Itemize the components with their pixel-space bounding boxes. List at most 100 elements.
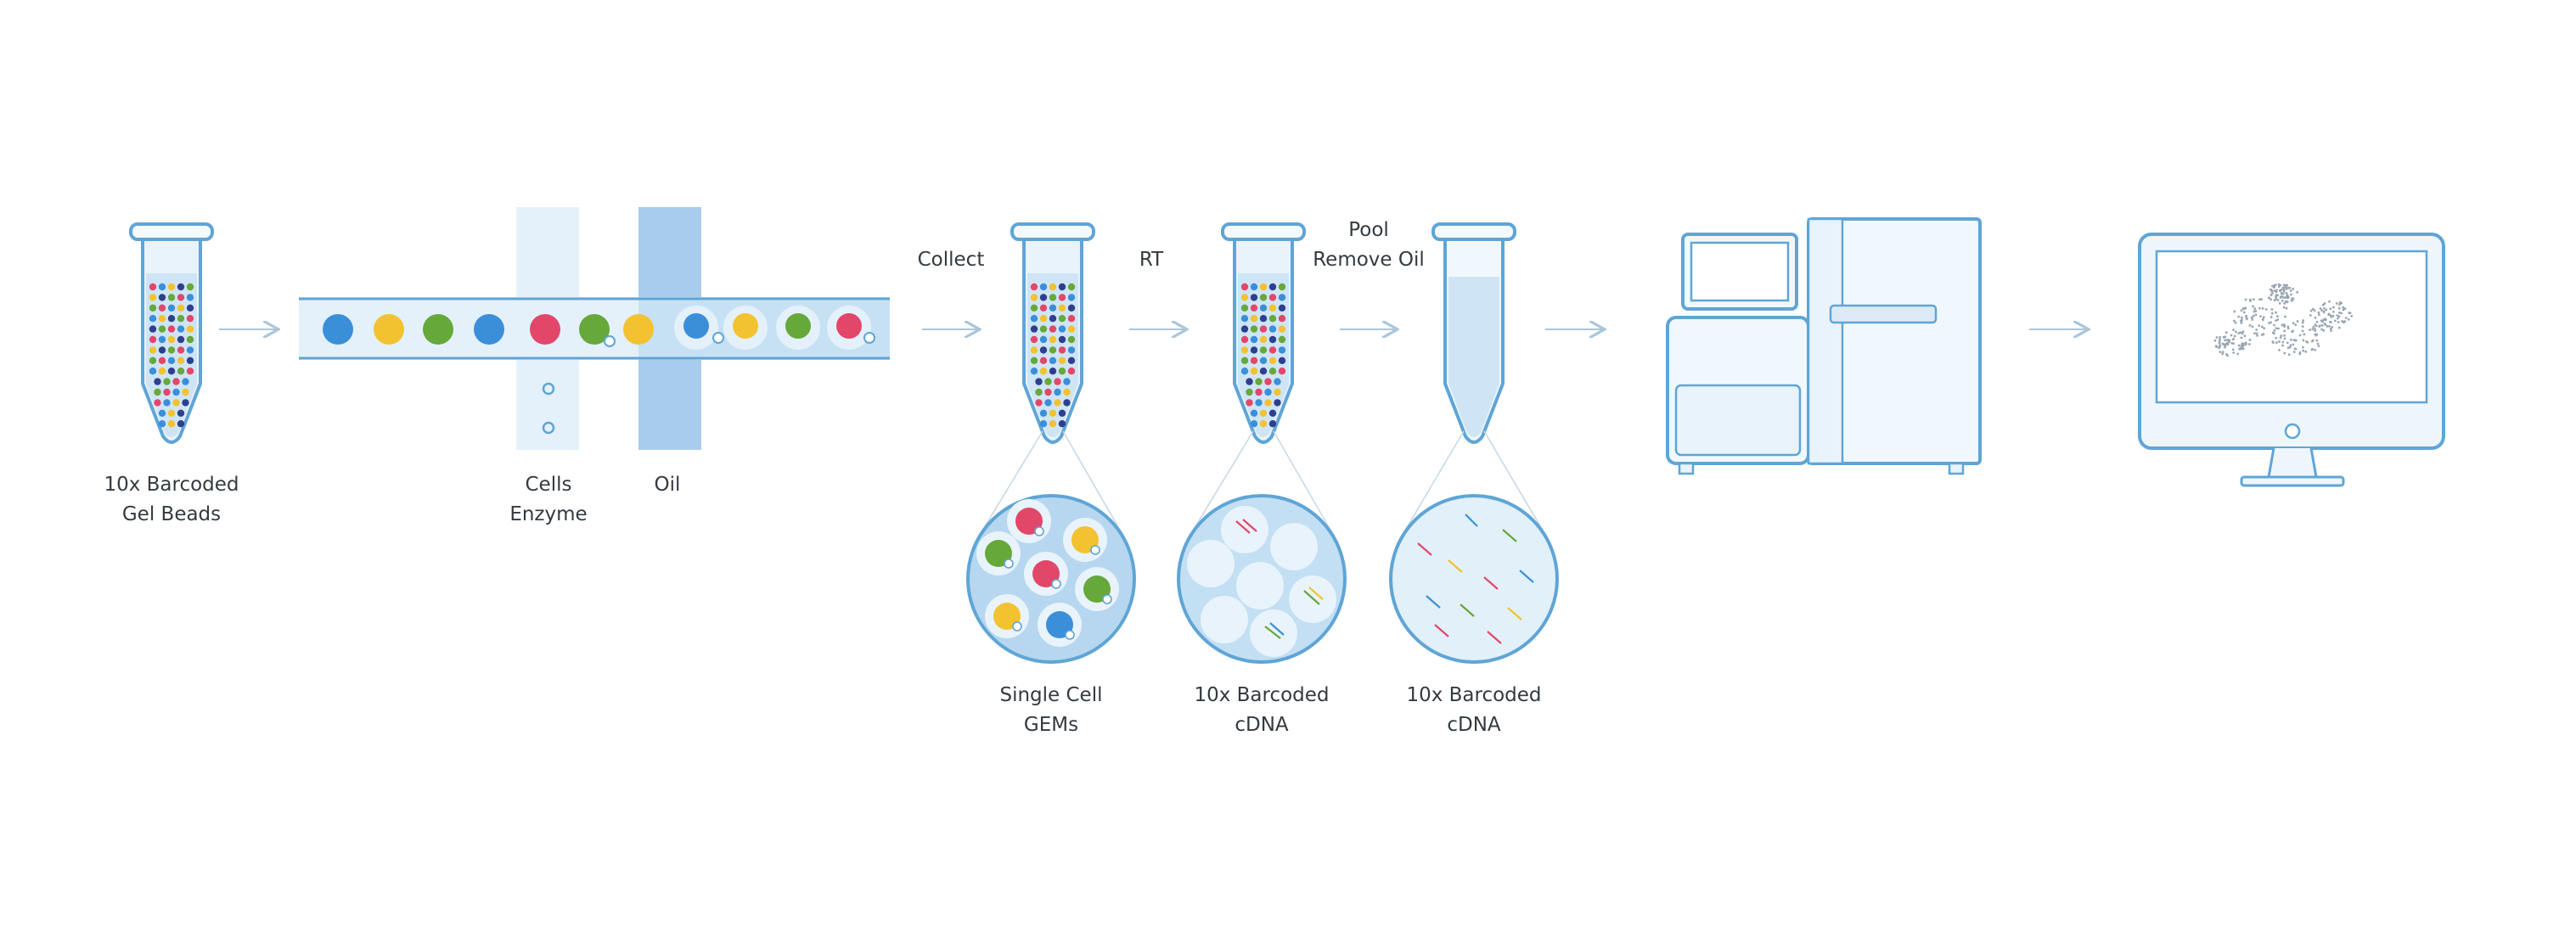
cluster-dot	[2228, 339, 2231, 342]
cell	[863, 332, 875, 344]
bead	[1039, 304, 1048, 312]
cluster-dot	[2285, 306, 2288, 310]
bead	[158, 409, 166, 417]
bead	[1259, 294, 1268, 301]
cluster-dot	[2252, 314, 2255, 317]
bead	[1255, 378, 1263, 385]
cluster-dot	[2348, 312, 2352, 315]
bead	[1240, 357, 1249, 364]
cluster-dot	[2311, 328, 2314, 331]
cluster-dot	[2219, 351, 2222, 354]
cluster-dot	[2329, 307, 2332, 311]
cluster-dot	[2248, 338, 2252, 341]
cluster-dot	[2320, 323, 2324, 327]
cluster-dot	[2306, 340, 2309, 344]
cluster-dot	[2241, 347, 2245, 350]
bead	[1058, 315, 1066, 323]
bead	[1063, 378, 1071, 385]
cluster-dot	[2319, 307, 2322, 310]
cluster-dot	[2332, 306, 2335, 309]
cluster-dot	[2285, 292, 2288, 295]
cluster-dot	[2241, 318, 2243, 322]
cluster-dot	[2233, 334, 2236, 338]
cluster-dot	[2338, 303, 2341, 306]
bead	[1268, 283, 1277, 291]
bead	[167, 409, 176, 417]
cell	[1065, 630, 1075, 640]
bead	[158, 304, 166, 312]
cluster-dot	[2313, 309, 2316, 312]
bead	[1058, 409, 1066, 417]
bead	[1058, 346, 1066, 354]
cluster-dot	[2337, 326, 2341, 329]
bead	[474, 314, 504, 345]
bead	[177, 283, 185, 291]
cluster-dot	[2296, 290, 2299, 294]
cluster-dot	[2294, 323, 2298, 327]
cluster-dot	[2317, 345, 2320, 348]
cluster-dot	[2320, 309, 2324, 312]
bead	[1058, 304, 1066, 312]
bead	[172, 378, 180, 385]
bead	[323, 314, 353, 345]
cluster-dot	[2253, 310, 2256, 313]
cluster-dot	[2292, 287, 2295, 290]
cluster-dot	[2315, 333, 2319, 336]
bead	[1067, 325, 1076, 333]
cluster-dot	[2251, 325, 2254, 328]
bead	[1039, 357, 1048, 364]
bead	[1246, 388, 1253, 396]
cluster-dot	[2278, 340, 2281, 343]
bead	[1264, 399, 1272, 407]
cluster-dot	[2275, 315, 2279, 318]
cell	[604, 335, 616, 347]
cluster-dot	[2331, 310, 2335, 313]
cluster-dot	[2234, 321, 2237, 324]
cluster-dot	[2283, 351, 2286, 355]
bead	[149, 294, 157, 301]
cluster-dot	[2282, 289, 2286, 293]
cell	[1034, 526, 1044, 536]
cluster-dot	[2321, 320, 2325, 323]
cluster-dot	[2302, 339, 2305, 342]
bead	[149, 335, 157, 344]
bead	[1039, 294, 1048, 301]
bead	[1268, 335, 1277, 344]
cluster-dot	[2331, 325, 2334, 328]
bead	[1259, 283, 1268, 291]
cluster-dot	[2283, 302, 2286, 305]
cluster-dot	[2315, 339, 2319, 342]
bead	[1054, 378, 1061, 385]
cluster-dot	[2286, 327, 2290, 330]
bead	[1278, 315, 1286, 323]
cluster-dot	[2281, 323, 2284, 327]
cluster-dot	[2275, 327, 2278, 330]
cluster-dot	[2269, 316, 2273, 318]
bead	[683, 313, 709, 339]
bead	[177, 294, 185, 301]
cluster-dot	[2322, 310, 2326, 313]
cluster-dot	[2286, 296, 2289, 300]
cluster-dot	[2301, 325, 2304, 328]
cluster-dot	[2240, 322, 2243, 325]
bead	[167, 368, 176, 375]
cluster-dot	[2284, 300, 2287, 303]
cluster-dot	[2286, 341, 2289, 345]
cluster-dot	[2322, 328, 2326, 332]
cluster-dot	[2276, 327, 2280, 330]
cluster-dot	[2325, 308, 2328, 312]
bead	[177, 335, 185, 344]
bead	[154, 388, 161, 396]
bead	[1264, 378, 1272, 385]
label-barcoded-cdna-2-line2: cDNA	[1447, 714, 1501, 736]
cell	[1004, 559, 1014, 569]
cluster-dot	[2221, 351, 2224, 354]
cluster-dot	[2243, 334, 2247, 338]
cluster-dot	[2314, 329, 2317, 333]
cluster-dot	[2350, 315, 2354, 317]
cell	[712, 332, 724, 344]
cluster-dot	[2281, 340, 2285, 344]
label-barcoded-cdna-1-line1: 10x Barcoded	[1194, 684, 1330, 706]
pooled-cdna-droplet-icon	[1389, 494, 1559, 664]
bead	[186, 283, 194, 291]
